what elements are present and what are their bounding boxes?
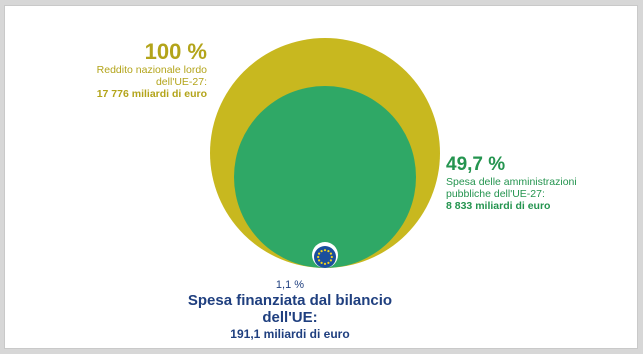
gni-label-line2: dell'UE-27: bbox=[155, 76, 207, 89]
gni-percent: 100 % bbox=[144, 39, 207, 64]
gni-amount: 17 776 miliardi di euro bbox=[96, 88, 207, 101]
eu-label-group: 1,1 % Spesa finanziata dal bilancio dell… bbox=[165, 279, 415, 342]
gov-label-line1: Spesa delle amministrazioni bbox=[446, 175, 577, 188]
eu-star bbox=[329, 252, 333, 255]
nested-circles-diagram bbox=[210, 38, 440, 268]
eu-stars bbox=[317, 249, 333, 265]
gov-label-group: 49,7 % Spesa delle amministrazioni pubbl… bbox=[446, 154, 577, 212]
gni-label-line1: Reddito nazionale lordo bbox=[96, 64, 207, 77]
gni-label-group: 100 % Reddito nazionale lordo dell'UE-27… bbox=[97, 39, 207, 100]
eu-star bbox=[329, 259, 333, 262]
eu-amount: 191,1 miliardi di euro bbox=[230, 327, 350, 342]
diagram-canvas: 100 % Reddito nazionale lordo dell'UE-27… bbox=[4, 5, 638, 349]
eu-star bbox=[320, 261, 323, 265]
eu-star bbox=[323, 262, 327, 265]
gov-label-line2: pubbliche dell'UE-27: bbox=[446, 187, 545, 200]
eu-star bbox=[327, 249, 330, 253]
gov-spending-circle bbox=[234, 86, 416, 268]
eu-label-line2: dell'UE: bbox=[262, 308, 318, 326]
eu-flag-icon bbox=[312, 242, 338, 268]
eu-percent: 1,1 % bbox=[275, 279, 305, 291]
eu-star bbox=[330, 255, 333, 259]
eu-star bbox=[317, 255, 320, 259]
eu-budget-circle bbox=[314, 246, 336, 268]
eu-star bbox=[317, 252, 321, 255]
gov-amount: 8 833 miliardi di euro bbox=[446, 199, 551, 212]
eu-star bbox=[317, 259, 321, 262]
eu-star bbox=[320, 249, 323, 253]
eu-star bbox=[323, 249, 327, 252]
eu-label-line1: Spesa finanziata dal bilancio bbox=[187, 291, 393, 309]
gov-percent: 49,7 % bbox=[446, 154, 506, 175]
eu-star bbox=[327, 261, 330, 265]
